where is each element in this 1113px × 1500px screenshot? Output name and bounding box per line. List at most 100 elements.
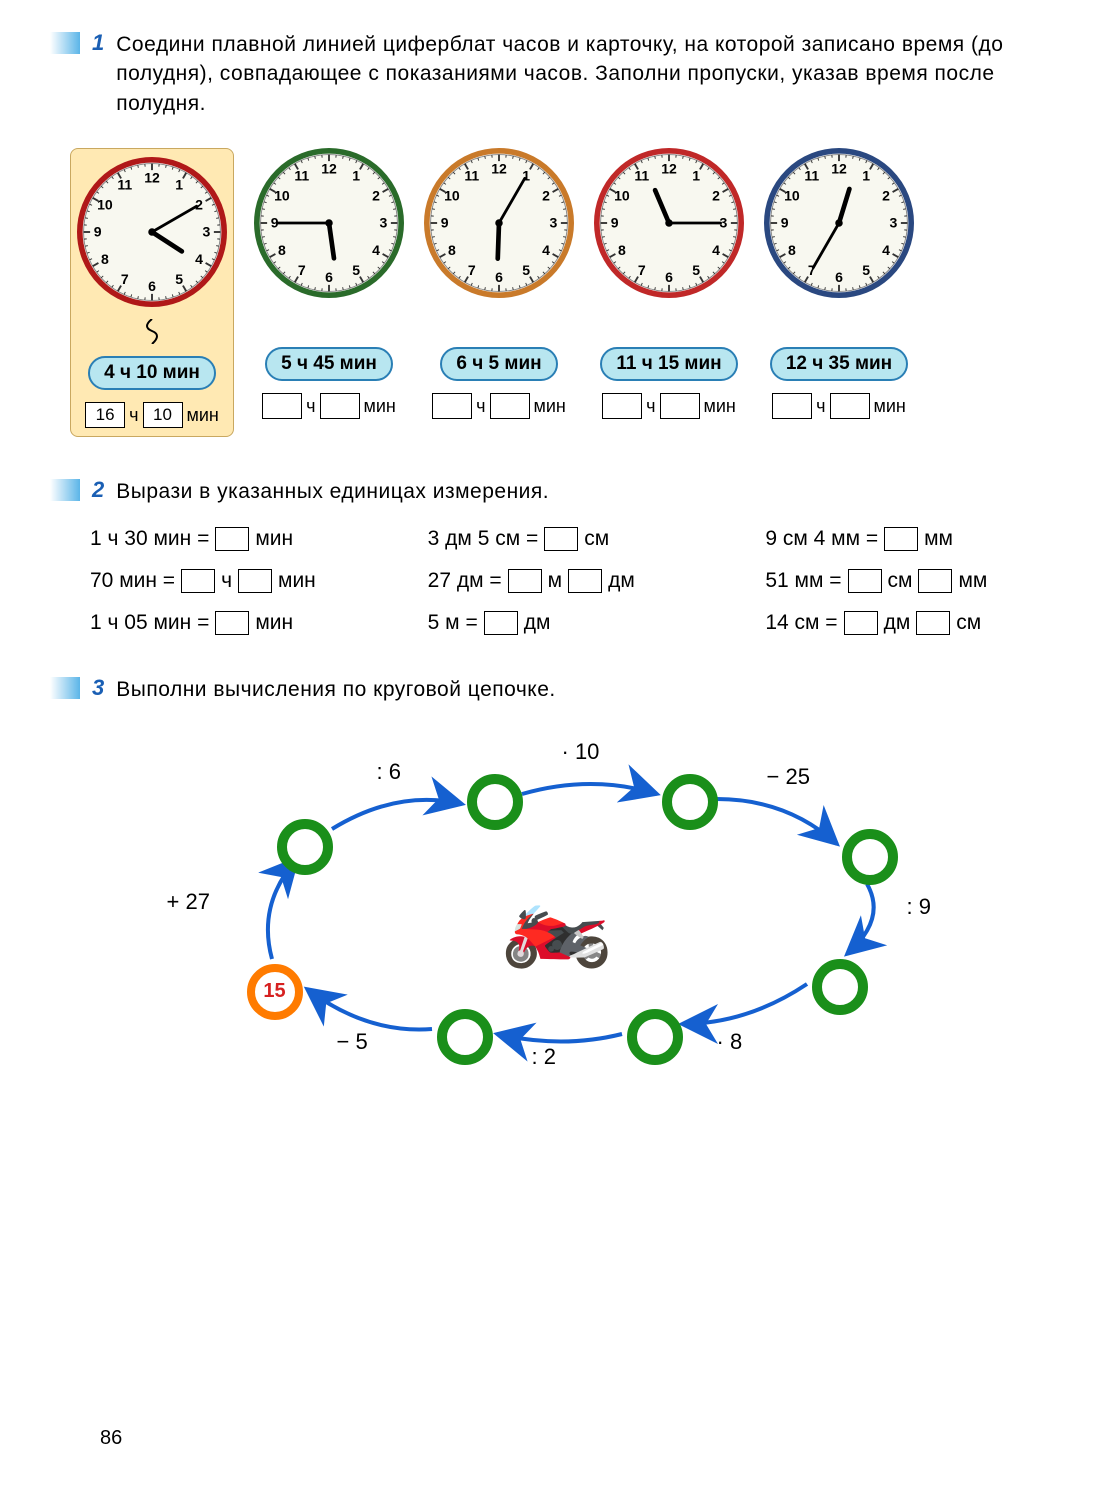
svg-text:3: 3 [549,215,557,231]
svg-text:4: 4 [882,242,890,258]
fill-row-2: ч мин [432,393,566,419]
chain-op-7: − 5 [337,1029,368,1055]
chain-node-n0: 15 [247,964,303,1020]
unit-item: 1 ч 30 мин = мин [90,527,388,551]
unit-item: 14 см = дм см [765,611,1063,635]
answer-box[interactable] [844,611,878,635]
svg-text:2: 2 [712,188,720,204]
task-3-number: 3 [92,675,104,701]
svg-text:7: 7 [468,262,476,278]
task-3-text: Выполни вычисления по круговой цепочке. [116,675,556,704]
chain-op-0: + 27 [167,889,210,915]
chain-node-n4[interactable] [842,829,898,885]
svg-text:4: 4 [542,242,550,258]
unit-item: 5 м = дм [428,611,726,635]
answer-box[interactable] [544,527,578,551]
chain-op-2: · 10 [562,739,600,765]
fill-hours-1[interactable] [262,393,302,419]
answer-box[interactable] [181,569,215,593]
answer-box[interactable] [884,527,918,551]
fill-hours-3[interactable] [602,393,642,419]
chain-node-n5[interactable] [812,959,868,1015]
answer-box[interactable] [215,527,249,551]
chain-op-5: · 8 [717,1029,743,1055]
chain-node-n7[interactable] [437,1009,493,1065]
svg-text:1: 1 [352,168,360,184]
svg-text:10: 10 [614,188,630,204]
task-1-text: Соедини плавной линией циферблат часов и… [116,30,1063,118]
unit-item: 3 дм 5 см = см [428,527,726,551]
answer-box[interactable] [484,611,518,635]
svg-text:3: 3 [202,224,210,240]
answer-box[interactable] [215,611,249,635]
svg-text:8: 8 [788,242,796,258]
task-1-header: 1 Соедини плавной линией циферблат часов… [50,30,1063,118]
clock-face-2: 121234567891011 [424,148,574,298]
svg-text:11: 11 [634,168,649,184]
svg-text:6: 6 [325,269,333,285]
svg-text:9: 9 [611,215,619,231]
svg-text:12: 12 [144,169,160,185]
svg-text:12: 12 [321,160,337,176]
fill-mins-4[interactable] [830,393,870,419]
svg-text:10: 10 [444,188,460,204]
svg-text:4: 4 [195,251,203,267]
svg-text:5: 5 [862,262,870,278]
answer-box[interactable] [238,569,272,593]
fill-row-4: ч мин [772,393,906,419]
task-marker-1 [50,32,80,54]
task-2: 2 Вырази в указанных единицах измерения.… [50,477,1063,634]
chain-op-3: − 25 [767,764,810,790]
svg-text:2: 2 [195,197,203,213]
svg-text:1: 1 [692,168,700,184]
clock-column-4: 121234567891011 12 ч 35 мин ч мин [764,148,914,437]
svg-text:3: 3 [889,215,897,231]
svg-text:4: 4 [372,242,380,258]
answer-box[interactable] [918,569,952,593]
chain-node-n3[interactable] [662,774,718,830]
svg-text:7: 7 [121,271,129,287]
answer-box[interactable] [848,569,882,593]
chain-node-n1[interactable] [277,819,333,875]
chain-node-n2[interactable] [467,774,523,830]
fill-hours-0[interactable]: 16 [85,402,125,428]
svg-text:2: 2 [542,188,550,204]
clock-column-2: 121234567891011 6 ч 5 мин ч мин [424,148,574,437]
svg-text:7: 7 [638,262,646,278]
chain-op-1: : 6 [377,759,401,785]
answer-box[interactable] [508,569,542,593]
fill-mins-0[interactable]: 10 [143,402,183,428]
time-pill-2: 6 ч 5 мин [440,347,557,381]
clock-face-0: 121234567891011 [77,157,227,307]
svg-text:12: 12 [491,160,507,176]
task-marker-3 [50,677,80,699]
svg-text:10: 10 [784,188,800,204]
svg-text:9: 9 [781,215,789,231]
fill-mins-2[interactable] [490,393,530,419]
fill-mins-1[interactable] [320,393,360,419]
task-marker-2 [50,479,80,501]
chain-op-4: : 9 [907,894,931,920]
clocks-row: 121234567891011 4 ч 10 мин 16 ч 10 мин 1… [70,148,1063,437]
answer-box[interactable] [916,611,950,635]
svg-text:11: 11 [294,168,309,184]
task-1: 1 Соедини плавной линией циферблат часов… [50,30,1063,437]
fill-mins-3[interactable] [660,393,700,419]
svg-text:9: 9 [441,215,449,231]
units-grid: 1 ч 30 мин = мин3 дм 5 см = см9 см 4 мм … [90,527,1063,635]
svg-text:3: 3 [379,215,387,231]
svg-text:12: 12 [831,160,847,176]
unit-item: 1 ч 05 мин = мин [90,611,388,635]
clock-column-0: 121234567891011 4 ч 10 мин 16 ч 10 мин [70,148,234,437]
svg-text:11: 11 [464,168,479,184]
task-2-header: 2 Вырази в указанных единицах измерения. [50,477,1063,506]
svg-text:12: 12 [661,160,677,176]
fill-hours-4[interactable] [772,393,812,419]
svg-text:6: 6 [835,269,843,285]
fill-hours-2[interactable] [432,393,472,419]
svg-text:8: 8 [618,242,626,258]
chain-node-n6[interactable] [627,1009,683,1065]
fill-row-0: 16 ч 10 мин [85,402,219,428]
answer-box[interactable] [568,569,602,593]
page-number: 86 [100,1427,122,1450]
